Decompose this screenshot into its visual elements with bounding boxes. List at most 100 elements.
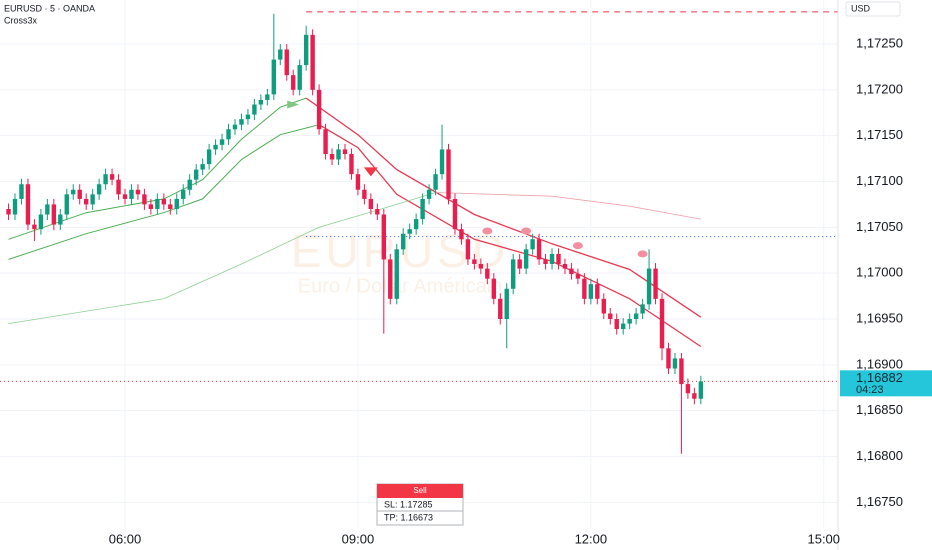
candle-body (252, 104, 257, 115)
y-tick-label: 1,17000 (856, 265, 903, 280)
x-tick-label: 06:00 (109, 531, 142, 546)
moving-average (8, 192, 436, 324)
candle-body (401, 233, 406, 250)
candle-body (77, 189, 82, 199)
candle-body (271, 59, 277, 95)
candle-body (187, 179, 192, 190)
signal-dot (572, 242, 583, 250)
candle-body (284, 49, 289, 76)
candle-body (633, 313, 639, 319)
candle-body (297, 65, 302, 90)
y-tick-label: 1,17250 (856, 35, 903, 50)
candle-body (530, 239, 535, 250)
candle-body (200, 164, 205, 170)
candle-body (569, 268, 574, 275)
candle-body (355, 174, 361, 190)
candle-body (135, 189, 141, 195)
candle-body (64, 194, 69, 215)
candle-body (452, 198, 458, 230)
y-tick-label: 1,17200 (856, 81, 903, 96)
moving-average (318, 124, 702, 348)
indicator-name: Cross3x (4, 15, 38, 25)
candle-body (478, 264, 484, 269)
candle-body (413, 219, 419, 230)
candle-body (161, 198, 167, 205)
y-tick-label: 1,16900 (856, 356, 903, 371)
candle-body (640, 304, 645, 314)
candle-body (336, 149, 341, 160)
candle-body (45, 204, 50, 215)
candle-body (685, 384, 691, 394)
candle-body (498, 298, 503, 319)
moving-average (305, 97, 702, 318)
candle-body (174, 198, 179, 209)
candle-body (420, 198, 425, 220)
candle-body (265, 94, 270, 100)
currency-box (845, 1, 901, 17)
candle-body (232, 124, 238, 130)
candle-body (213, 144, 218, 150)
candle-body (504, 288, 509, 319)
plot (0, 11, 838, 454)
candle-body (491, 278, 496, 299)
last-price-box (840, 370, 932, 397)
candle-body (116, 179, 121, 195)
candle-body (258, 99, 264, 105)
y-tick-label: 1,16750 (856, 494, 903, 509)
candle-body (439, 149, 445, 175)
candle-body (25, 184, 31, 225)
candle-body (653, 268, 658, 299)
x-tick-label: 15:00 (807, 531, 840, 546)
candle-body (517, 259, 522, 269)
last-price-label: 1,16882 (856, 370, 903, 385)
candle-body (511, 259, 516, 289)
signal-dot (637, 250, 648, 258)
y-tick-label: 1,17100 (856, 173, 903, 188)
candle-body (96, 184, 102, 195)
moving-average (8, 97, 307, 240)
x-tick-label: 12:00 (575, 531, 608, 546)
candle-body (193, 169, 199, 180)
candle-body (155, 198, 160, 209)
candle-body (291, 75, 296, 90)
candle-body (446, 149, 451, 199)
candle-body (646, 268, 652, 305)
candle-body (245, 114, 251, 120)
price-axis (838, 0, 932, 550)
y-tick-label: 1,16850 (856, 402, 903, 417)
candle-body (543, 259, 548, 264)
candle-body (595, 284, 600, 299)
candle-body (394, 249, 399, 299)
candle-body (614, 319, 619, 330)
candle-body (142, 194, 147, 205)
signal-dot (482, 227, 493, 235)
candle-body (316, 89, 322, 130)
candle-body (627, 319, 632, 324)
candle-body (698, 381, 704, 399)
candle-body (129, 189, 134, 199)
countdown-label: 04:23 (856, 384, 884, 396)
y-tick-label: 1,16800 (856, 448, 903, 463)
axes: 1,16750 1,16800 1,16850 1,16900 1,16950 1,170… (109, 35, 932, 546)
candle-body (549, 253, 555, 264)
candle-body (12, 198, 18, 215)
candle-body (485, 268, 490, 279)
candle-body (536, 239, 542, 260)
order-tp: TP: 1.16673 (384, 512, 433, 522)
candle-body (6, 209, 11, 215)
order-sl: SL: 1.17285 (384, 499, 433, 509)
grid (0, 0, 838, 528)
candle-body (103, 174, 108, 185)
candle-body (459, 229, 464, 240)
candle-body (310, 34, 315, 90)
candle-body (562, 264, 568, 269)
candle-body (226, 129, 231, 140)
currency: USD (851, 3, 871, 13)
order-box: Sell SL: 1.17285 TP: 1.16673 (376, 483, 464, 526)
watermark: EURUSD (291, 225, 509, 277)
order-header (377, 484, 463, 498)
candle-body (51, 204, 57, 225)
watermark-subtitle: Euro / Dollar Américain (298, 275, 503, 297)
